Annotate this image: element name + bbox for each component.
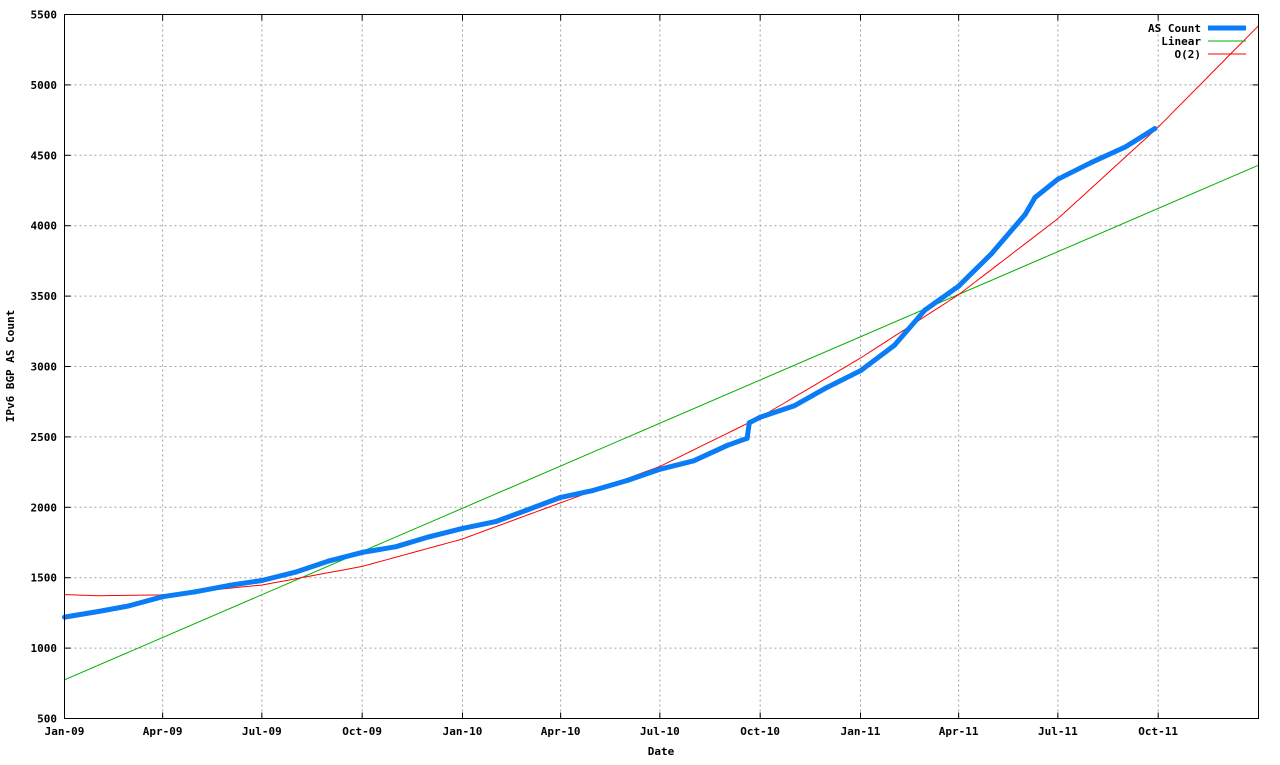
as-count-point <box>426 534 432 540</box>
as-count-point <box>293 569 299 575</box>
as-count-point <box>657 466 663 472</box>
as-count-point <box>493 518 499 524</box>
as-count-point <box>724 442 730 448</box>
as-count-point <box>624 478 630 484</box>
as-count-point <box>359 549 365 555</box>
y-tick-label: 2500 <box>31 431 58 444</box>
as-count-point <box>1089 159 1095 165</box>
as-count-point <box>1122 144 1128 150</box>
y-tick-label: 1500 <box>31 572 58 585</box>
series-layer <box>62 25 1259 681</box>
y-tick-label: 3500 <box>31 290 58 303</box>
as-count-point <box>744 435 750 441</box>
as-count-point <box>326 558 332 564</box>
as-count-point <box>1032 195 1038 201</box>
x-axis-label: Date <box>648 745 675 758</box>
as-count-point <box>791 403 797 409</box>
as-count-point <box>192 589 198 595</box>
y-tick-label: 4000 <box>31 220 58 233</box>
as-count-point <box>524 507 530 513</box>
y-tick-label: 5500 <box>31 9 58 22</box>
series-line-as-count <box>64 126 1157 620</box>
legend-label: O(2) <box>1175 48 1202 61</box>
x-tick-label: Jul-10 <box>640 725 680 738</box>
x-tick-label: Oct-10 <box>740 725 780 738</box>
y-tick-label: 4500 <box>31 149 58 162</box>
as-count-point <box>988 251 994 257</box>
x-tick-label: Jul-11 <box>1038 725 1078 738</box>
ticks: 500 1000 1500 2000 2500 3000 3500 4000 4500 5000 5… <box>31 9 1259 738</box>
as-count-point <box>393 544 399 550</box>
as-count-point <box>590 487 596 493</box>
legend-label: AS Count <box>1148 22 1201 35</box>
as-count-point <box>95 608 101 614</box>
x-tick-label: Apr-09 <box>143 725 183 738</box>
as-count-point <box>858 368 863 374</box>
as-count-point <box>956 283 962 289</box>
as-count-point <box>922 307 928 313</box>
y-tick-label: 2000 <box>31 501 58 514</box>
series-line-o-2- <box>64 25 1259 597</box>
as-count-point <box>691 458 697 464</box>
as-count-point <box>1022 211 1028 217</box>
x-tick-label: Oct-09 <box>342 725 382 738</box>
as-count-point <box>757 414 763 420</box>
as-count-point <box>558 494 564 500</box>
as-count-point <box>824 385 830 391</box>
as-count-point <box>226 582 232 588</box>
legend-label: Linear <box>1161 35 1201 48</box>
as-count-point <box>891 342 897 348</box>
y-axis-label: IPv6 BGP AS Count <box>4 310 17 423</box>
y-tick-label: 3000 <box>31 361 58 374</box>
as-count-point <box>160 594 166 600</box>
y-tick-label: 1000 <box>31 642 58 655</box>
x-tick-label: Oct-11 <box>1138 725 1178 738</box>
x-tick-label: Jul-09 <box>242 725 282 738</box>
as-count-point <box>746 420 752 426</box>
as-count-point <box>460 525 465 531</box>
x-tick-label: Apr-11 <box>939 725 979 738</box>
x-tick-label: Jan-09 <box>45 725 85 738</box>
x-tick-label: Jan-11 <box>841 725 881 738</box>
grid <box>64 14 1259 719</box>
as-count-point <box>126 603 132 609</box>
as-count-point <box>1152 126 1158 132</box>
as-count-point <box>1055 176 1061 182</box>
x-tick-label: Jan-10 <box>443 725 483 738</box>
x-tick-label: Apr-10 <box>541 725 581 738</box>
y-tick-label: 500 <box>37 713 57 726</box>
y-tick-label: 5000 <box>31 79 58 92</box>
as-count-point <box>259 578 265 584</box>
series-line-linear <box>64 164 1259 681</box>
